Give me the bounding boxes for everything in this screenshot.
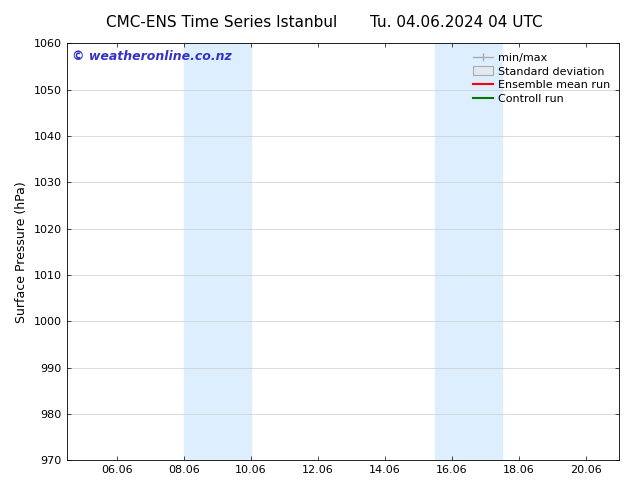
Text: CMC-ENS Time Series Istanbul: CMC-ENS Time Series Istanbul: [107, 15, 337, 30]
Text: Tu. 04.06.2024 04 UTC: Tu. 04.06.2024 04 UTC: [370, 15, 543, 30]
Bar: [435, 44, 502, 460]
Bar: [184, 44, 250, 460]
Text: © weatheronline.co.nz: © weatheronline.co.nz: [72, 50, 232, 63]
Legend: min/max, Standard deviation, Ensemble mean run, Controll run: min/max, Standard deviation, Ensemble me…: [470, 49, 614, 107]
Y-axis label: Surface Pressure (hPa): Surface Pressure (hPa): [15, 181, 28, 323]
